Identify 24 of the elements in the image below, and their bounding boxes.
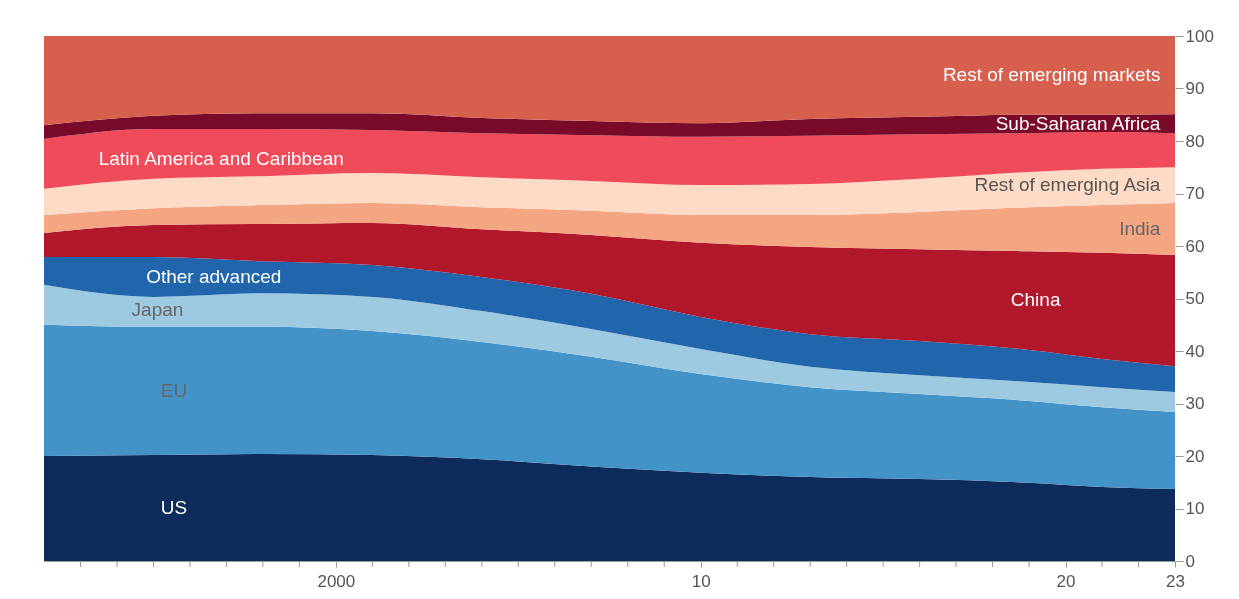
y-tick-label: 0 [1185,551,1195,571]
series-label: China [1010,288,1061,310]
y-tick-label: 50 [1185,289,1205,308]
x-tick-label: 23 [1166,571,1185,591]
y-tick-label: 90 [1185,79,1205,98]
series-label: EU [160,379,188,401]
x-tick-label: 10 [691,571,711,591]
series-label: Latin America and Caribbean [98,147,344,169]
y-tick-label: 10 [1185,499,1205,518]
x-tick-label: 20 [1056,571,1076,591]
series-label: Japan [131,299,184,321]
y-tick-label: 70 [1185,184,1205,203]
x-tick-label: 2000 [317,571,356,591]
y-tick-label: 80 [1185,131,1205,151]
y-tick-label: 60 [1185,236,1205,256]
series-label: Other advanced [146,265,282,287]
y-tick-label: 30 [1185,394,1205,413]
y-tick-label: 20 [1185,446,1205,466]
series-label: Sub-Saharan Africa [995,112,1161,134]
series-label: Rest of emerging Asia [974,174,1161,196]
series-label: India [1119,217,1161,239]
y-tick-label: 100 [1185,26,1214,46]
series-label: Rest of emerging markets [942,64,1161,86]
y-tick-label: 40 [1185,341,1205,361]
